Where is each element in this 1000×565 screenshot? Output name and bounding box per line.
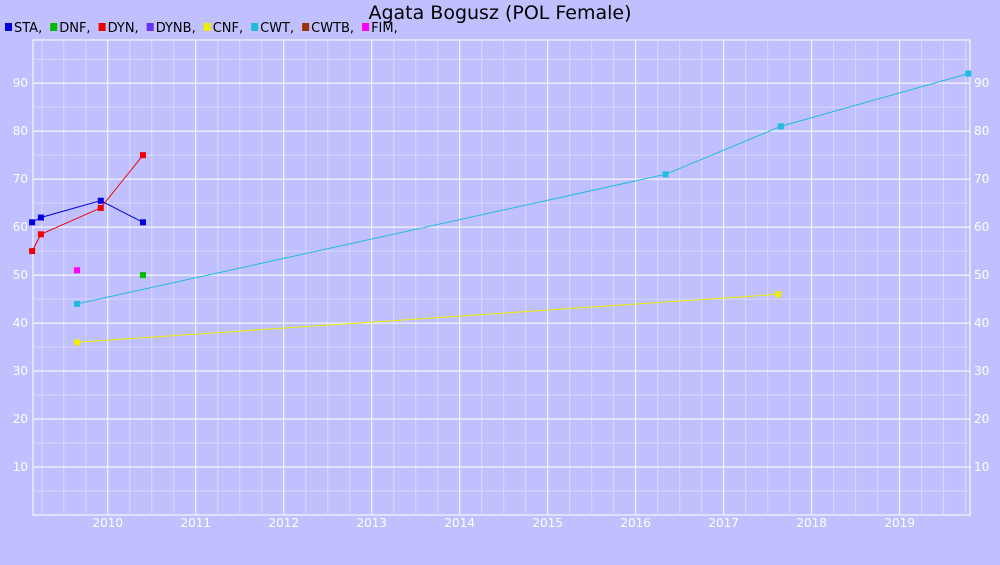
- data-point: [775, 291, 782, 298]
- series-dnf: [139, 272, 146, 279]
- x-tick-label: 2015: [532, 516, 563, 530]
- data-point: [777, 123, 784, 130]
- x-tick-label: 2013: [356, 516, 387, 530]
- x-tick-label: 2018: [796, 516, 827, 530]
- series-dyn: [29, 152, 146, 255]
- x-tick-label: 2017: [708, 516, 739, 530]
- y-tick-label-right: 80: [974, 124, 989, 138]
- x-tick-label: 2014: [444, 516, 475, 530]
- x-tick-label: 2019: [884, 516, 915, 530]
- y-tick-label-right: 40: [974, 316, 989, 330]
- legend-swatch: [146, 23, 154, 31]
- y-tick-label-left: 20: [13, 412, 28, 426]
- y-tick-label-left: 80: [13, 124, 28, 138]
- y-tick-label-left: 40: [13, 316, 28, 330]
- data-point: [139, 272, 146, 279]
- legend-swatch: [50, 23, 58, 31]
- x-tick-label: 2011: [180, 516, 211, 530]
- y-tick-label-left: 70: [13, 172, 28, 186]
- series-line: [76, 73, 969, 305]
- y-tick-label-right: 70: [974, 172, 989, 186]
- legend-swatch: [98, 23, 106, 31]
- y-tick-label-left: 90: [13, 76, 28, 90]
- series-sta: [29, 197, 146, 226]
- y-tick-label-right: 30: [974, 364, 989, 378]
- data-point: [29, 219, 36, 226]
- data-point: [97, 197, 104, 204]
- data-point: [662, 171, 669, 178]
- data-point: [37, 214, 44, 221]
- y-tick-label-left: 50: [13, 268, 28, 282]
- data-point: [73, 339, 80, 346]
- data-point: [139, 219, 146, 226]
- data-point: [97, 204, 104, 211]
- axes: 2010 2011 2012 2013 2014 2015 2016 2017 2018 2019…: [13, 76, 990, 530]
- y-tick-label-left: 30: [13, 364, 28, 378]
- data-point: [73, 300, 80, 307]
- legend-label: CNF,: [213, 21, 243, 36]
- legend-label: DYN,: [108, 21, 139, 36]
- plot-frame: [32, 39, 971, 516]
- data-point: [965, 70, 972, 77]
- x-tick-label: 2012: [268, 516, 299, 530]
- legend-label: DNF,: [59, 21, 90, 36]
- series-line: [31, 154, 144, 252]
- legend-label: CWTB,: [311, 21, 354, 36]
- y-tick-label-right: 90: [974, 76, 989, 90]
- legend-swatch: [203, 23, 211, 31]
- legend: STA, DNF, DYN, DYNB, CNF, CWT, CWTB, FIM,: [5, 21, 398, 36]
- legend-label: STA,: [14, 21, 42, 36]
- y-tick-label-right: 20: [974, 412, 989, 426]
- series-cnf: [73, 291, 782, 346]
- y-tick-label-left: 60: [13, 220, 28, 234]
- series-cwt: [73, 70, 972, 307]
- legend-label: FIM,: [371, 21, 398, 36]
- x-tick-label: 2016: [620, 516, 651, 530]
- chart-title: Agata Bogusz (POL Female): [368, 2, 631, 24]
- series-line: [31, 200, 144, 223]
- series-fim: [73, 267, 80, 274]
- grid: [32, 39, 971, 516]
- data-point: [29, 248, 36, 255]
- data-point: [73, 267, 80, 274]
- data-point: [139, 152, 146, 159]
- y-tick-label-left: 10: [13, 460, 28, 474]
- legend-label: DYNB,: [156, 21, 196, 36]
- y-tick-label-right: 60: [974, 220, 989, 234]
- series-line: [76, 293, 779, 343]
- legend-swatch: [5, 23, 12, 31]
- legend-swatch: [302, 23, 310, 31]
- y-tick-label-right: 10: [974, 460, 989, 474]
- series-layer: [29, 70, 972, 346]
- x-tick-label: 2010: [93, 516, 124, 530]
- y-tick-label-right: 50: [974, 268, 989, 282]
- legend-swatch: [251, 23, 259, 31]
- data-point: [37, 231, 44, 238]
- legend-label: CWT,: [260, 21, 294, 36]
- legend-swatch: [362, 23, 370, 31]
